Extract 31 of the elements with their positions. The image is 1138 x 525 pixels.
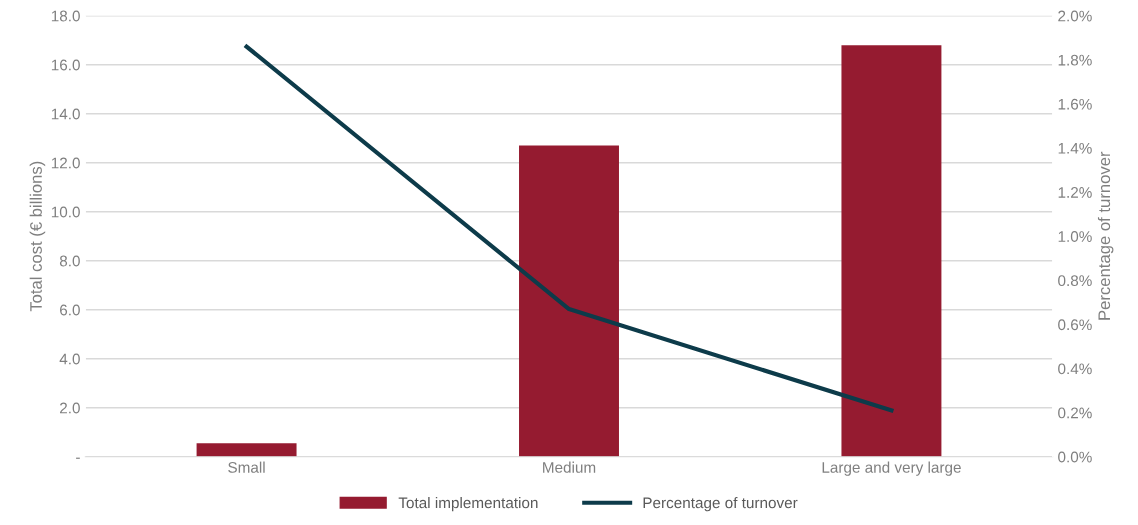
y2-tick-label: 1.4% [1058,142,1092,154]
x-tick-label: Small [228,461,265,473]
x-tick-label: Large and very large [822,461,961,476]
y-tick-label: 8.0 [59,255,80,267]
bar [841,45,942,457]
y-tick-label: - [76,457,80,459]
y2-tick-label: 2.0% [1058,10,1092,22]
legend-label: Total implementation [398,497,538,512]
y2-tick-label: 1.0% [1058,231,1092,242]
y2-tick-label: 1.8% [1058,54,1092,66]
y2-tick-label: 0.4% [1058,363,1092,375]
y-tick-label: 12.0 [51,157,80,169]
y2-tick-label: 0.8% [1058,275,1092,287]
y-tick-label: 18.0 [51,10,80,22]
y-tick-label: 6.0 [60,304,80,316]
y2-tick-label: 0.0% [1058,451,1092,463]
y-tick-label: 16.0 [51,59,80,71]
y2-tick-label: 1.2% [1058,187,1092,198]
y2-tick-label: 0.2% [1058,407,1092,419]
y-tick-label: 14.0 [51,108,80,120]
legend-label: Percentage of turnover [643,497,798,512]
y2-tick-label: 0.6% [1058,319,1092,331]
y-axis-title: Total cost (€ billions) [29,161,46,312]
y-tick-label: 2.0 [60,402,80,414]
bar [196,443,297,457]
bar [519,145,619,457]
y2-axis-title: Percentage of turnover [1097,151,1114,320]
x-tick-label: Medium [543,461,596,473]
y-tick-label: 10.0 [51,206,80,218]
y-tick-label: 4.0 [59,353,80,365]
y2-tick-label: 1.6% [1058,98,1092,110]
